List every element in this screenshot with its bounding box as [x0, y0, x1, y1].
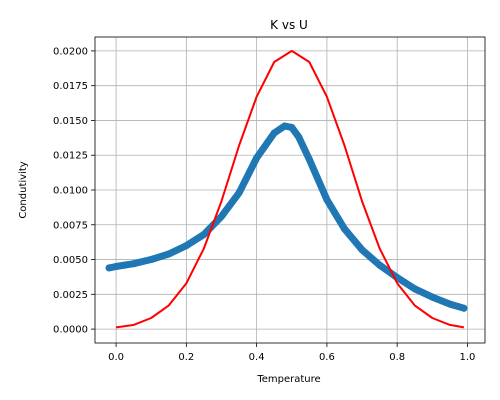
- y-axis-label: Condutivity: [18, 161, 29, 218]
- scatter-point: [288, 123, 296, 131]
- y-tick-label: 0.0000: [53, 325, 88, 336]
- scatter-point: [428, 293, 436, 301]
- y-tick-label: 0.0075: [53, 220, 88, 231]
- scatter-point: [270, 129, 278, 137]
- x-tick-label: 0.4: [249, 352, 265, 363]
- y-axis: 0.0000 0.0025 0.0050 0.0075 0.0100 0.0125 0.01…: [53, 46, 95, 336]
- y-tick-label: 0.0125: [53, 151, 88, 162]
- scatter-point: [411, 285, 419, 293]
- line-series-1: [115, 49, 465, 329]
- scatter-point: [281, 122, 289, 130]
- y-tick-label: 0.0050: [53, 255, 88, 266]
- scatter-point: [358, 246, 366, 254]
- scatter-point: [295, 133, 303, 141]
- scatter-point: [253, 154, 261, 162]
- scatter-point: [305, 155, 313, 163]
- scatter-point: [460, 304, 468, 312]
- chart-title: K vs U: [270, 18, 308, 32]
- y-tick-label: 0.0025: [53, 290, 88, 301]
- x-tick-label: 0.0: [108, 352, 124, 363]
- scatter-point: [130, 260, 138, 268]
- x-tick-label: 0.8: [389, 352, 405, 363]
- scatter-point: [165, 250, 173, 258]
- scatter-point: [446, 300, 454, 308]
- scatter-point: [182, 242, 190, 250]
- series-layer: [105, 49, 468, 329]
- x-axis: 0.0 0.2 0.4 0.6 0.8 1.0: [108, 343, 475, 363]
- y-tick-label: 0.0200: [53, 46, 88, 57]
- scatter-point: [323, 196, 331, 204]
- y-tick-label: 0.0100: [53, 186, 88, 197]
- scatter-point: [200, 231, 208, 239]
- y-tick-label: 0.0150: [53, 116, 88, 127]
- x-tick-label: 0.6: [319, 352, 335, 363]
- scatter-point: [340, 225, 348, 233]
- scatter-point: [112, 263, 120, 270]
- scatter-point: [217, 212, 225, 220]
- x-tick-label: 0.2: [178, 352, 194, 363]
- x-tick-label: 1.0: [459, 352, 475, 363]
- scatter-point: [147, 256, 155, 264]
- scatter-point: [105, 264, 113, 272]
- y-tick-label: 0.0175: [53, 81, 88, 92]
- scatter-point: [376, 261, 384, 269]
- x-axis-label: Temperature: [256, 374, 320, 385]
- scatter-point: [235, 189, 243, 197]
- grid: [95, 37, 485, 343]
